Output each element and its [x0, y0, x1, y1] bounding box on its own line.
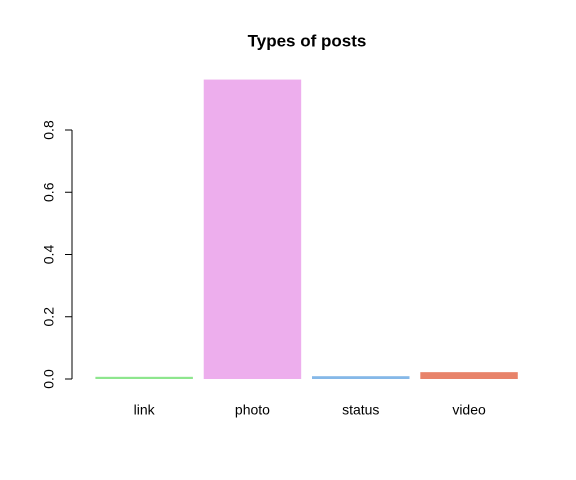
chart-title: Types of posts: [248, 31, 367, 50]
y-tick-label: 0.4: [41, 245, 57, 265]
y-tick-label: 0.2: [41, 307, 57, 327]
y-tick-label: 0.8: [41, 120, 57, 140]
x-tick-label: link: [134, 402, 156, 418]
bar: [95, 376, 193, 379]
bar: [420, 372, 518, 379]
bar: [312, 376, 410, 379]
x-tick-label: status: [342, 402, 379, 418]
y-tick-label: 0.6: [41, 182, 57, 202]
y-tick-label: 0.0: [41, 369, 57, 389]
x-tick-label: video: [452, 402, 486, 418]
bar: [203, 79, 302, 379]
x-tick-label: photo: [235, 402, 270, 418]
